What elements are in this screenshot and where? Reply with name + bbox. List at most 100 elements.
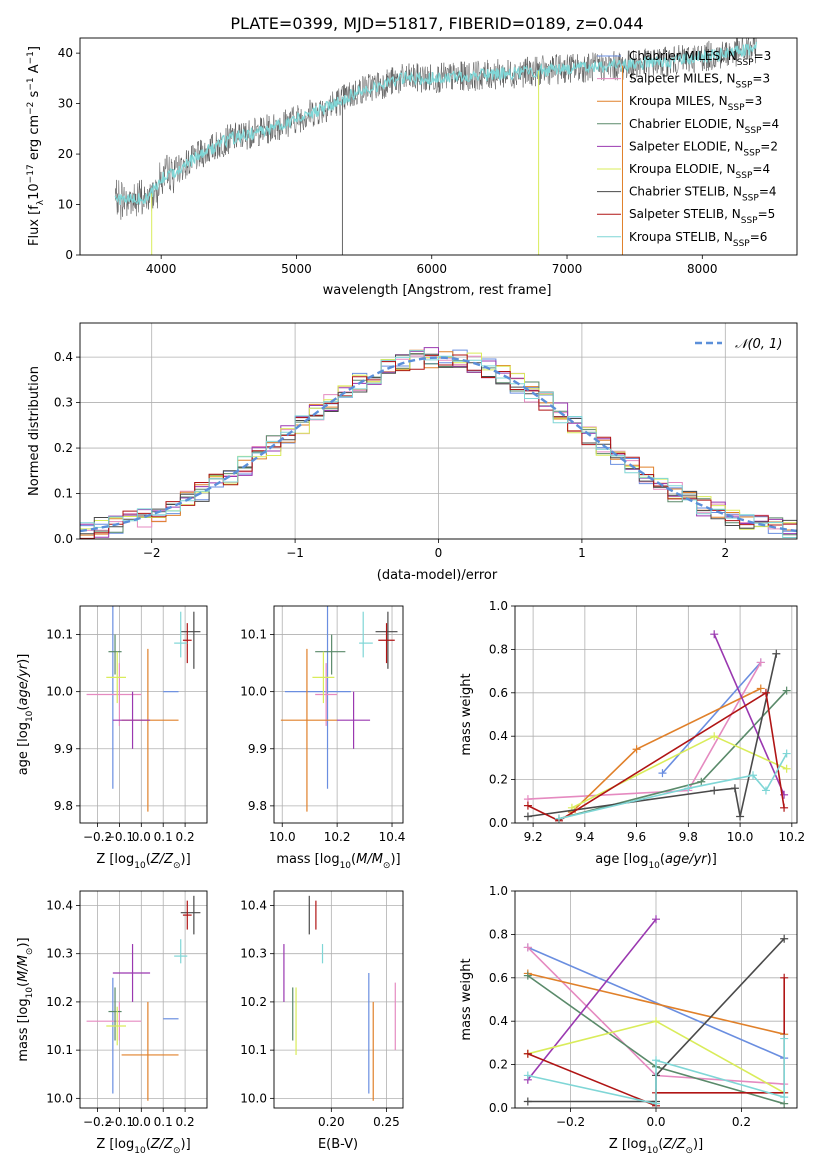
y-tick-label: 1.0 (489, 599, 508, 613)
weight-marker-salpeter_miles (523, 943, 532, 952)
x-tick-label: 10.2 (778, 830, 805, 844)
weight-marker-chabrier_stelib (710, 786, 719, 795)
axes-frame (514, 605, 798, 824)
axes-frame (273, 605, 404, 824)
weight-line-salpeter_elodie (713, 633, 785, 796)
plot-area (523, 915, 789, 1108)
x-tick-label: 0 (435, 546, 443, 560)
axes-frame (79, 37, 798, 256)
weight-line-salpeter_elodie (527, 918, 657, 1081)
weight-marker-chabrier_stelib (736, 812, 745, 821)
y-tick-label: 10.2 (240, 995, 267, 1009)
y-tick-label: 10.0 (46, 685, 73, 699)
y-tick-label: 10.1 (240, 628, 267, 642)
weight-marker-kroupa_stelib (652, 1056, 660, 1065)
x-tick-label: −0.2 (556, 1115, 585, 1129)
weight-marker-salpeter_elodie (710, 630, 719, 639)
x-tick-label: 10.2 (324, 830, 351, 844)
x-axis-label: mass [log10(M/M⊙)] (276, 852, 400, 871)
weight-marker-salpeter_elodie (652, 915, 660, 924)
y-axis-label: Normed distribution (27, 366, 42, 496)
x-tick-label: 0.2 (176, 830, 195, 844)
plot-area (80, 347, 797, 539)
axes-frame (514, 890, 798, 1109)
y-axis-label: mass weight (459, 958, 474, 1040)
weight-marker-kroupa_stelib (554, 814, 563, 823)
y-tick-label: 20 (58, 147, 73, 161)
weight-marker-kroupa_stelib (761, 786, 770, 795)
x-tick-label: 0.20 (318, 1115, 345, 1129)
y-tick-label: 9.9 (54, 742, 73, 756)
y-tick-label: 9.8 (54, 799, 73, 813)
weight-marker-salpeter_miles (756, 658, 765, 667)
y-tick-label: 0.2 (489, 1058, 508, 1072)
x-axis-label: wavelength [Angstrom, rest frame] (323, 283, 552, 298)
x-tick-label: 1 (578, 546, 586, 560)
plot-area (283, 895, 396, 1101)
legend-label-normal: 𝒩(0, 1) (735, 337, 782, 352)
y-tick-label: 10.0 (46, 1091, 73, 1105)
weight-line-chabrier_miles (527, 946, 785, 1059)
y-tick-label: 0.4 (489, 1014, 508, 1028)
y-tick-label: 0.4 (489, 729, 508, 743)
x-tick-label: −2 (143, 546, 161, 560)
weight-marker-salpeter_stelib (523, 801, 532, 810)
weight-marker-kroupa_stelib (782, 749, 791, 758)
y-tick-label: 0.8 (489, 927, 508, 941)
axes-frame (79, 890, 208, 1109)
weight-marker-salpeter_stelib (761, 688, 770, 697)
x-tick-label: 9.6 (627, 830, 646, 844)
x-tick-label: 9.2 (524, 830, 543, 844)
plot-area (280, 606, 398, 812)
legend-label-salpeter_stelib: Salpeter STELIB, NSSP=5 (629, 207, 775, 226)
normal-curve (80, 356, 797, 533)
plot-area (86, 606, 201, 812)
x-tick-label: 0.0 (132, 1115, 151, 1129)
y-tick-label: 10.1 (46, 1043, 73, 1057)
x-axis-label: E(B-V) (318, 1137, 358, 1152)
y-tick-label: 10.3 (240, 947, 267, 961)
weight-marker-kroupa_stelib (684, 784, 693, 793)
weight-marker-chabrier_stelib (772, 649, 781, 658)
legend-label-salpeter_miles: Salpeter MILES, NSSP=3 (629, 72, 770, 91)
legend-label-chabrier_miles: Chabrier MILES, NSSP=3 (629, 49, 771, 68)
weight-marker-kroupa_stelib (652, 1099, 660, 1108)
y-tick-label: 30 (58, 97, 73, 111)
plot-area (114, 38, 757, 255)
weight-line-salpeter_stelib (527, 691, 785, 822)
legend-label-kroupa_stelib: Kroupa STELIB, NSSP=6 (629, 230, 767, 249)
spectrum-legend: Chabrier MILES, NSSP=3 Salpeter MILES, NS… (597, 49, 779, 249)
x-tick-label: 7000 (552, 262, 583, 276)
legend-label-chabrier_stelib: Chabrier STELIB, NSSP=4 (629, 185, 777, 204)
x-tick-label: 8000 (687, 262, 718, 276)
x-axis-label: Z [log10(Z/Z⊙)] (609, 1137, 703, 1156)
x-tick-label: 4000 (146, 262, 177, 276)
weight-marker-kroupa_stelib (780, 1034, 789, 1043)
weight-marker-chabrier_miles (658, 769, 667, 778)
residual-histogram-panel: −2 −1 0 1 2 0.0 0.1 0.2 0.3 0.4 𝒩(0, 1) (data-model… (27, 322, 798, 583)
legend-label-kroupa_elodie: Kroupa ELODIE, NSSP=4 (629, 162, 770, 181)
weight-marker-kroupa_elodie (710, 732, 719, 741)
y-tick-label: 10.4 (240, 898, 267, 912)
x-tick-label: 9.8 (679, 830, 698, 844)
x-tick-label: 9.4 (575, 830, 594, 844)
weight-marker-kroupa_miles (632, 745, 641, 754)
weight-marker-chabrier_stelib (730, 784, 739, 793)
y-tick-label: 0.6 (489, 971, 508, 985)
weight-marker-chabrier_stelib (523, 812, 532, 821)
axes-frame (273, 890, 404, 1109)
y-axis-label: Flux [fλ10−17 erg cm−2 s−1 A−1] (26, 46, 46, 246)
y-tick-label: 0.3 (54, 396, 73, 410)
x-tick-label: 2 (721, 546, 729, 560)
y-tick-label: 0.2 (54, 441, 73, 455)
model-spectrum (114, 41, 757, 205)
x-tick-label: 0.0 (646, 1115, 665, 1129)
x-tick-label: 0.2 (176, 1115, 195, 1129)
x-tick-label: 5000 (281, 262, 312, 276)
weight-marker-salpeter_stelib (780, 973, 789, 982)
y-axis-label: age [log10(age/yr)] (16, 654, 35, 776)
axes-frame (79, 605, 208, 824)
y-tick-label: 1.0 (489, 884, 508, 898)
y-tick-label: 0.0 (54, 532, 73, 546)
